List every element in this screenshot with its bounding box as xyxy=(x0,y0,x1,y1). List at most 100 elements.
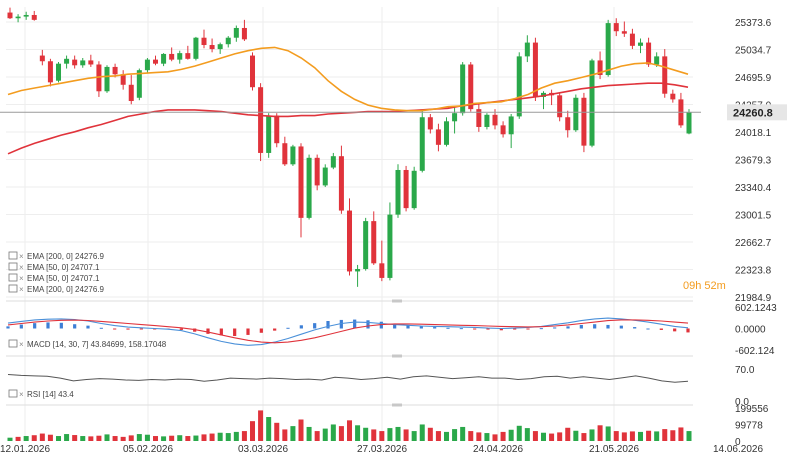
candle-body[interactable] xyxy=(419,117,425,171)
candle-body[interactable] xyxy=(565,117,571,131)
close-icon[interactable]: × xyxy=(19,285,24,294)
candle-body[interactable] xyxy=(597,60,603,76)
candle-body[interactable] xyxy=(662,56,668,94)
close-icon[interactable]: × xyxy=(19,390,24,399)
candle-body[interactable] xyxy=(322,167,328,186)
candle-body[interactable] xyxy=(55,63,62,81)
candle-body[interactable] xyxy=(443,121,450,145)
candle-body[interactable] xyxy=(72,59,78,66)
candle-body[interactable] xyxy=(112,66,118,75)
rsi-legend[interactable]: × RSI [14] 43.4 xyxy=(8,389,74,399)
candle-body[interactable] xyxy=(258,87,264,153)
candle-body[interactable] xyxy=(629,33,635,46)
candle-body[interactable] xyxy=(338,156,344,211)
candle-body[interactable] xyxy=(128,84,134,102)
candle-body[interactable] xyxy=(646,42,652,65)
candle-body[interactable] xyxy=(136,70,142,98)
candle-body[interactable] xyxy=(233,27,239,38)
candle-body[interactable] xyxy=(492,114,498,126)
candle-body[interactable] xyxy=(330,156,336,168)
candle-body[interactable] xyxy=(346,210,353,272)
candle-body[interactable] xyxy=(177,53,183,60)
candle-body[interactable] xyxy=(120,74,126,85)
candle-body[interactable] xyxy=(532,42,538,97)
candle-body[interactable] xyxy=(104,66,110,92)
candle-body[interactable] xyxy=(64,58,70,64)
candle-body[interactable] xyxy=(47,61,53,83)
candle-body[interactable] xyxy=(363,221,369,269)
candle-body[interactable] xyxy=(201,37,207,46)
candle-body[interactable] xyxy=(80,60,86,66)
candle-body[interactable] xyxy=(516,56,522,117)
candle-body[interactable] xyxy=(161,53,167,64)
close-icon[interactable]: × xyxy=(19,263,24,272)
candle-body[interactable] xyxy=(427,117,433,130)
candle-body[interactable] xyxy=(225,37,231,45)
candle-body[interactable] xyxy=(557,95,563,118)
close-icon[interactable]: × xyxy=(19,340,24,349)
legend-item[interactable]: × EMA [50, 0] 24707.1 xyxy=(8,262,100,272)
candle-body[interactable] xyxy=(581,97,587,146)
candle-body[interactable] xyxy=(7,12,13,19)
candle-body[interactable] xyxy=(411,170,417,209)
candle-body[interactable] xyxy=(460,64,466,114)
candle-body[interactable] xyxy=(306,157,312,218)
candle-body[interactable] xyxy=(621,31,627,34)
close-icon[interactable]: × xyxy=(19,274,24,283)
candle-body[interactable] xyxy=(39,55,45,62)
candle-body[interactable] xyxy=(589,60,595,146)
candle-body[interactable] xyxy=(654,56,660,65)
candle-body[interactable] xyxy=(452,113,458,122)
close-icon[interactable]: × xyxy=(19,252,24,261)
candle-body[interactable] xyxy=(193,37,199,59)
candle-body[interactable] xyxy=(314,157,320,186)
candle-body[interactable] xyxy=(379,263,385,278)
candle-body[interactable] xyxy=(387,214,393,278)
candle-body[interactable] xyxy=(371,221,377,264)
candle-body[interactable] xyxy=(169,53,175,60)
panel-resize-handle[interactable] xyxy=(392,299,402,303)
panel-resize-handle[interactable] xyxy=(392,354,402,358)
candle-body[interactable] xyxy=(468,64,474,110)
candle-body[interactable] xyxy=(266,115,272,153)
candle-body[interactable] xyxy=(152,59,159,64)
candle-body[interactable] xyxy=(96,64,102,92)
candle-body[interactable] xyxy=(31,14,37,20)
legend-item[interactable]: × EMA [200, 0] 24276.9 xyxy=(8,251,104,261)
candle-body[interactable] xyxy=(217,44,223,50)
candle-body[interactable] xyxy=(15,16,21,19)
macd-legend[interactable]: × MACD [14, 30, 7] 43.84699, 158.17048 xyxy=(8,339,167,349)
candle-body[interactable] xyxy=(144,59,150,71)
candle-body[interactable] xyxy=(298,146,304,218)
candle-body[interactable] xyxy=(209,45,215,50)
candle-body[interactable] xyxy=(573,97,579,131)
candle-body[interactable] xyxy=(613,23,619,32)
candle-body[interactable] xyxy=(241,27,247,40)
candle-body[interactable] xyxy=(403,169,409,209)
candle-body[interactable] xyxy=(484,114,490,127)
candle-body[interactable] xyxy=(185,53,191,59)
candle-body[interactable] xyxy=(290,146,296,165)
volume-bar xyxy=(460,426,466,441)
candle-body[interactable] xyxy=(500,125,506,135)
candle-body[interactable] xyxy=(282,143,288,165)
legend-item[interactable]: × EMA [50, 0] 24707.1 xyxy=(8,273,100,283)
candle-body[interactable] xyxy=(686,112,692,134)
candle-body[interactable] xyxy=(524,42,530,57)
candle-body[interactable] xyxy=(435,129,441,145)
candle-body[interactable] xyxy=(605,23,611,76)
candle-body[interactable] xyxy=(395,169,401,215)
candle-body[interactable] xyxy=(274,115,280,144)
candle-body[interactable] xyxy=(23,14,29,17)
candle-body[interactable] xyxy=(249,55,256,88)
candle-body[interactable] xyxy=(88,60,94,65)
candle-body[interactable] xyxy=(508,116,514,135)
candle-body[interactable] xyxy=(637,42,644,46)
candle-body[interactable] xyxy=(476,109,482,127)
legend-item[interactable]: × EMA [200, 0] 24276.9 xyxy=(8,284,104,294)
candle-body[interactable] xyxy=(355,268,361,272)
candle-body[interactable] xyxy=(670,93,676,100)
panel-resize-handle[interactable] xyxy=(392,403,402,407)
